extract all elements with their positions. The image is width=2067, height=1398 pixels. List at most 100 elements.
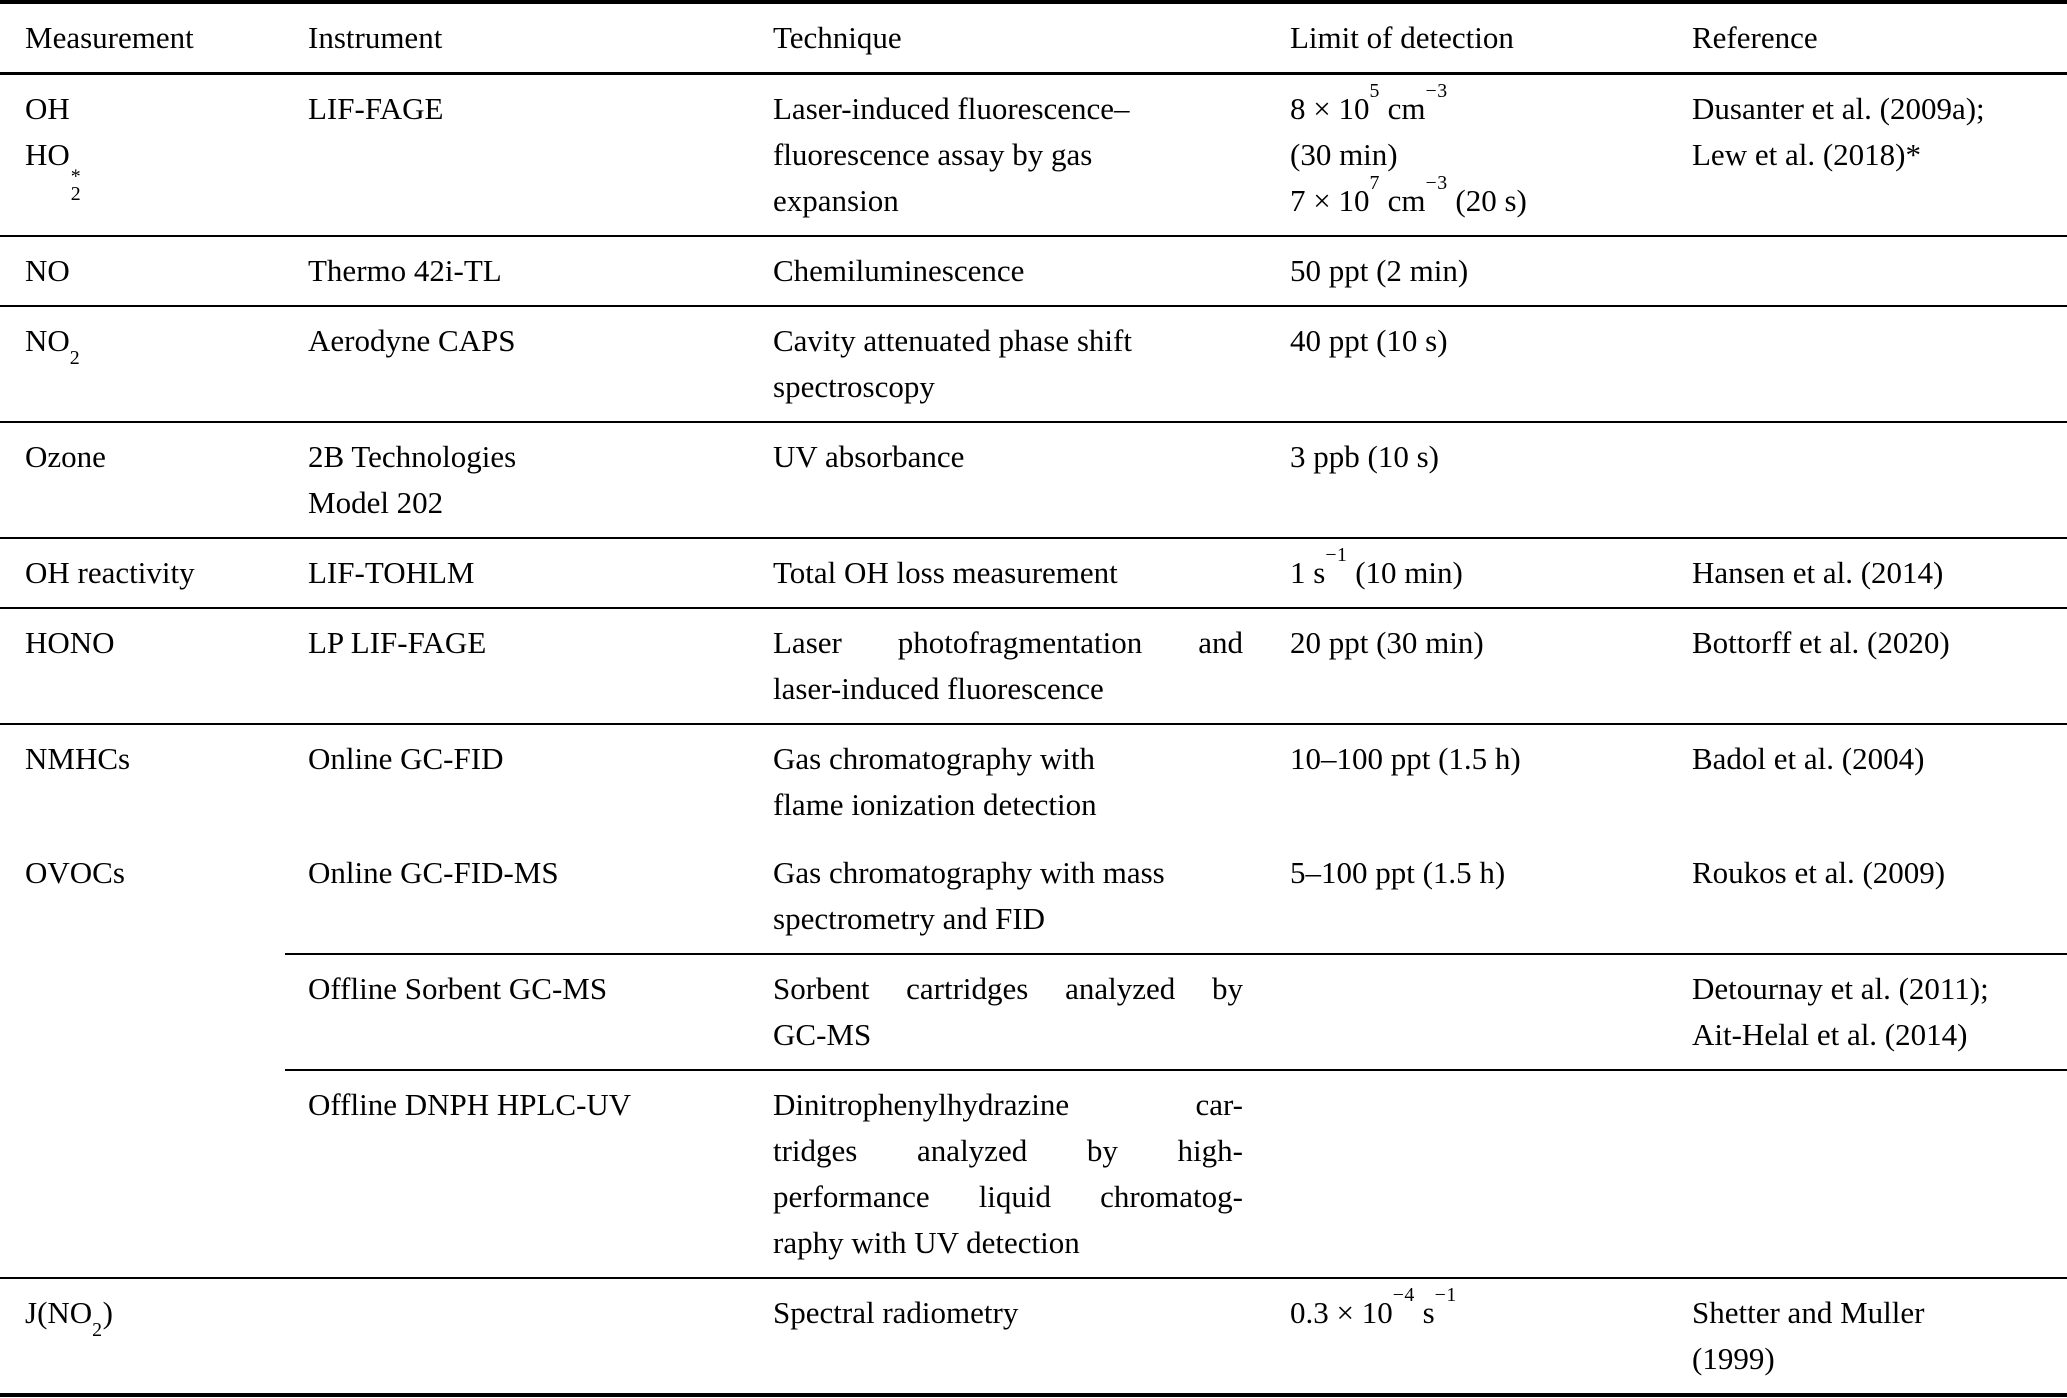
text-line: HONO: [25, 625, 115, 660]
reference-cell: [1692, 423, 2067, 537]
text-line: Cavity attenuated phase shift: [773, 323, 1132, 358]
text-line: NO: [25, 253, 70, 288]
limit-of-detection-cell: 50 ppt (2 min): [1290, 237, 1692, 305]
limit-of-detection-cell: [1290, 955, 1692, 1069]
text-line: NMHCs: [25, 741, 131, 776]
text-line: Badol et al. (2004): [1692, 741, 1925, 776]
word: by: [1211, 971, 1243, 1006]
technique-cell: Sorbent cartridges analyzed by GC-MS: [773, 955, 1290, 1069]
instrument-cell: LIF-TOHLM: [308, 539, 773, 607]
column-header-limit-of-detection: Limit of detection: [1290, 20, 1514, 55]
technique-cell: Spectral radiometry: [773, 1279, 1290, 1393]
word: and: [1198, 625, 1243, 660]
text-line: NO2: [25, 323, 81, 369]
instrument-cell: LIF-FAGE: [308, 75, 773, 235]
text-line: 2B Technologies: [308, 439, 517, 474]
text-line: Detournay et al. (2011);: [1692, 971, 1989, 1006]
instrument-cell: Aerodyne CAPS: [308, 307, 773, 421]
text-line: flame ionization detection: [773, 787, 1097, 822]
text-line: 1 s−1 (10 min): [1290, 543, 1463, 590]
instrument-cell: Offline DNPH HPLC-UV: [285, 1071, 773, 1277]
table-row: NMHCs Online GC-FID Gas chromatography wit…: [0, 723, 2067, 839]
word: by: [1086, 1133, 1118, 1168]
text-line: OH reactivity: [25, 555, 195, 590]
text-line: Total OH loss measurement: [773, 555, 1118, 590]
text-line: 10–100 ppt (1.5 h): [1290, 741, 1521, 776]
text-line: HO * 2: [25, 137, 81, 205]
word: Dinitrophenylhydrazine: [773, 1087, 1070, 1122]
text-line: expansion: [773, 183, 899, 218]
text-line: Gas chromatography with mass: [773, 855, 1165, 890]
instrument-cell: Offline Sorbent GC-MS: [285, 955, 773, 1069]
text-line: 50 ppt (2 min): [1290, 253, 1469, 288]
text-line: Online GC-FID-MS: [308, 855, 559, 890]
column-header-technique: Technique: [773, 20, 902, 55]
text-line: Online GC-FID: [308, 741, 504, 776]
table-row: NO Thermo 42i-TL Chemiluminescence 50 ppt (…: [0, 235, 2067, 305]
table-row: OH HO * 2 LIF-FAGE Laser-induced fluorescence…: [0, 75, 2067, 235]
text-line: 40 ppt (10 s): [1290, 323, 1448, 358]
word: chromatog-: [1100, 1179, 1243, 1214]
measurement-cell: OH reactivity: [0, 539, 308, 607]
limit-of-detection-cell: 5–100 ppt (1.5 h): [1290, 839, 1692, 953]
instrument-cell: LP LIF-FAGE: [308, 609, 773, 723]
technique-cell: Gas chromatography with mass spectrometry…: [773, 839, 1290, 953]
reference-cell: [1692, 307, 2067, 421]
word: Laser: [773, 625, 842, 660]
measurement-cell: Ozone: [0, 423, 308, 537]
column-header-measurement: Measurement: [25, 20, 194, 55]
text-line: 8 × 105 cm−3: [1290, 79, 1448, 126]
text-line: LP LIF-FAGE: [308, 625, 487, 660]
measurement-cell: NO: [0, 237, 308, 305]
text-line: 3 ppb (10 s): [1290, 439, 1439, 474]
word: liquid: [978, 1179, 1052, 1214]
text-line: laser-induced fluorescence: [773, 671, 1104, 706]
instrument-cell: Online GC-FID: [308, 725, 773, 839]
text-line: GC-MS: [773, 1017, 872, 1052]
technique-cell: UV absorbance: [773, 423, 1290, 537]
text-line: LIF-FAGE: [308, 91, 444, 126]
text-line: spectrometry and FID: [773, 901, 1046, 936]
technique-cell: Cavity attenuated phase shift spectroscop…: [773, 307, 1290, 421]
text-line: Offline Sorbent GC-MS: [308, 971, 608, 1006]
text-line: Hansen et al. (2014): [1692, 555, 1944, 590]
text-line: Bottorff et al. (2020): [1692, 625, 1950, 660]
word: Sorbent: [773, 971, 870, 1006]
text-line: Model 202: [308, 485, 444, 520]
reference-cell: Detournay et al. (2011); Ait-Helal et al.…: [1692, 955, 2067, 1069]
text-line: Laser photofragmentation and: [773, 620, 1243, 666]
text-line: UV absorbance: [773, 439, 965, 474]
instrument-cell: 2B Technologies Model 202: [308, 423, 773, 537]
limit-of-detection-cell: 8 × 105 cm−3 (30 min) 7 × 107 cm−3 (20 s): [1290, 75, 1692, 235]
table-row: HONO LP LIF-FAGE Laser photofragmentation an…: [0, 607, 2067, 723]
word: tridges: [773, 1133, 858, 1168]
reference-cell: Bottorff et al. (2020): [1692, 609, 2067, 723]
word: analyzed: [1065, 971, 1176, 1006]
text-line: Spectral radiometry: [773, 1295, 1019, 1330]
text-line: Offline DNPH HPLC-UV: [308, 1087, 632, 1122]
reference-cell: Hansen et al. (2014): [1692, 539, 2067, 607]
table-row: OH reactivity LIF-TOHLM Total OH loss meas…: [0, 537, 2067, 607]
table-sub-row: Online GC-FID-MS Gas chromatography with …: [285, 839, 2067, 953]
column-header-reference: Reference: [1692, 20, 1818, 55]
measurement-cell: HONO: [0, 609, 308, 723]
word: performance: [773, 1179, 930, 1214]
limit-of-detection-cell: 10–100 ppt (1.5 h): [1290, 725, 1692, 839]
table-row-group-ovocs: OVOCs Online GC-FID-MS Gas chromatography …: [0, 839, 2067, 1277]
text-line: 20 ppt (30 min): [1290, 625, 1484, 660]
text-line: Dusanter et al. (2009a);: [1692, 91, 1985, 126]
reference-cell: Badol et al. (2004): [1692, 725, 2067, 839]
measurement-cell: NMHCs: [0, 725, 308, 839]
text-line: Ozone: [25, 439, 106, 474]
text-line: Chemiluminescence: [773, 253, 1025, 288]
limit-of-detection-cell: 0.3 × 10−4 s−1: [1290, 1279, 1692, 1393]
text-line: Thermo 42i-TL: [308, 253, 502, 288]
technique-cell: Total OH loss measurement: [773, 539, 1290, 607]
table-sub-row: Offline DNPH HPLC-UV Dinitrophenylhydrazi…: [285, 1069, 2067, 1277]
technique-cell: Gas chromatography with flame ionization …: [773, 725, 1290, 839]
measurement-cell: OVOCs: [0, 839, 285, 1277]
text-line: fluorescence assay by gas: [773, 137, 1093, 172]
text-line: Shetter and Muller: [1692, 1295, 1925, 1330]
text-line: (1999): [1692, 1341, 1775, 1376]
